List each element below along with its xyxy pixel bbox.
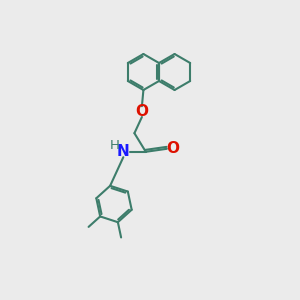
Text: O: O <box>166 141 179 156</box>
Text: H: H <box>110 139 119 152</box>
Text: O: O <box>135 104 148 119</box>
Text: N: N <box>117 144 130 159</box>
